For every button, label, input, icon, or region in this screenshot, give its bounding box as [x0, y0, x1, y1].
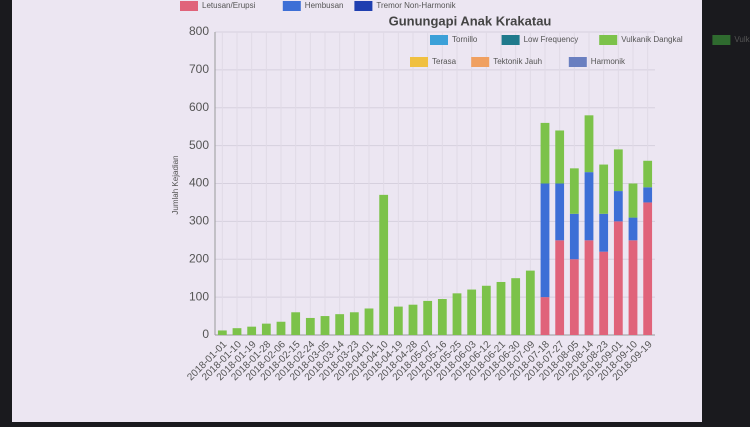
y-tick-label: 300 — [189, 214, 209, 228]
bar-segment — [555, 240, 565, 335]
legend-swatch — [354, 1, 373, 11]
bar-segment — [555, 183, 565, 241]
bar-segment — [320, 316, 330, 335]
legend-swatch — [471, 57, 490, 67]
legend-swatch — [501, 35, 520, 45]
y-tick-label: 700 — [189, 62, 209, 76]
bar-segment — [628, 183, 638, 218]
legend-label: Hembusan — [305, 1, 344, 10]
bar-segment — [555, 130, 565, 184]
y-tick-label: 0 — [202, 327, 209, 341]
bar-segment — [613, 149, 623, 192]
y-tick-label: 100 — [189, 289, 209, 303]
legend-label: Tektonik Jauh — [493, 57, 542, 66]
bar-segment — [467, 289, 477, 335]
legend-swatch — [410, 57, 428, 67]
bar-segment — [584, 115, 594, 173]
bar-segment — [540, 183, 550, 298]
bar-segment — [276, 321, 286, 335]
bar-segment — [452, 293, 462, 335]
bar-segment — [599, 213, 609, 252]
bar-segment — [335, 314, 345, 335]
legend-swatch — [282, 1, 301, 11]
legend-label: Tremor Non-Harmonik — [376, 1, 456, 10]
bar-segment — [364, 308, 374, 335]
legend-swatch — [430, 35, 448, 45]
bar-segment — [305, 317, 315, 335]
bar-segment — [423, 300, 433, 335]
bar-segment — [379, 194, 389, 335]
bar-segment — [261, 323, 271, 335]
bar-segment — [613, 221, 623, 335]
bar-segment — [643, 202, 653, 335]
bar-segment — [599, 164, 609, 214]
bar-segment — [481, 285, 491, 335]
bar-segment — [393, 306, 403, 335]
bar-segment — [217, 330, 227, 335]
bar-segment — [349, 312, 359, 335]
y-tick-label: 500 — [189, 138, 209, 152]
bar-segment — [408, 304, 418, 335]
legend-label: Tornillo — [452, 35, 478, 44]
legend-label: Terasa — [432, 57, 457, 66]
y-axis-label: Jumlah Kejadian — [171, 155, 180, 214]
y-tick-label: 600 — [189, 100, 209, 114]
bar-segment — [643, 187, 653, 203]
bar-segment — [247, 326, 257, 335]
bar-segment — [628, 240, 638, 335]
bar-segment — [643, 160, 653, 188]
bar-segment — [291, 312, 301, 335]
y-tick-label: 400 — [189, 176, 209, 190]
legend-swatch — [599, 35, 618, 45]
bar-segment — [569, 168, 579, 214]
bar-segment — [569, 259, 579, 335]
bar-segment — [525, 270, 535, 335]
legend-label: Harmonik — [591, 57, 626, 66]
legend-label: Low Frequency — [524, 35, 579, 44]
legend-swatch — [568, 57, 587, 67]
bar-segment — [232, 328, 242, 335]
legend-swatch — [180, 1, 198, 11]
bar-segment — [584, 172, 594, 241]
legend-swatch — [712, 35, 731, 45]
y-tick-label: 800 — [189, 24, 209, 38]
bar-segment — [584, 240, 594, 335]
bar-segment — [496, 281, 506, 335]
legend-label: Letusan/Erupsi — [202, 1, 256, 10]
bar-segment — [511, 278, 521, 335]
y-tick-label: 200 — [189, 251, 209, 265]
bar-segment — [569, 213, 579, 260]
bar-segment — [540, 297, 550, 335]
bar-segment — [613, 191, 623, 222]
bar-segment — [437, 299, 447, 335]
legend-label: Vulkanik Dangkal — [621, 35, 683, 44]
bar-segment — [599, 251, 609, 335]
chart-title: Gunungapi Anak Krakatau — [389, 13, 552, 28]
legend-label: Vulkanik Dalam — [734, 35, 750, 44]
bar-segment — [628, 217, 638, 241]
bar-segment — [540, 122, 550, 184]
